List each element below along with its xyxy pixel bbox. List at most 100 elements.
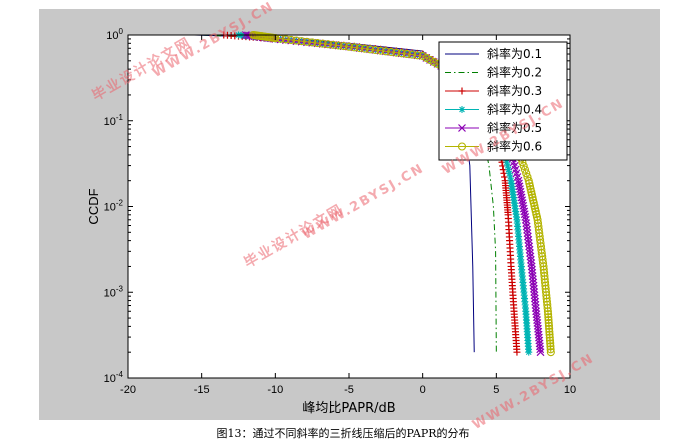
- marker: [526, 252, 535, 261]
- marker: [546, 345, 555, 354]
- marker: [522, 219, 531, 228]
- marker: [371, 45, 380, 55]
- marker: [542, 291, 551, 300]
- marker: [387, 47, 396, 57]
- marker: [527, 259, 536, 268]
- marker: [545, 327, 554, 336]
- marker: [520, 165, 530, 174]
- marker: [542, 294, 551, 303]
- marker: [546, 339, 555, 348]
- marker: [292, 36, 301, 45]
- x-tick-label: -10: [267, 384, 283, 396]
- marker: [531, 300, 540, 309]
- marker: [521, 213, 530, 221]
- legend-entry-2: 斜率为0.2: [445, 65, 542, 80]
- marker: [503, 158, 511, 166]
- y-tick-label: 10-4: [104, 370, 124, 385]
- marker: [546, 348, 555, 357]
- x-tick-label: -20: [120, 384, 136, 396]
- x-tick-label: 5: [493, 384, 499, 396]
- marker: [458, 124, 466, 132]
- legend-box: [438, 41, 568, 161]
- marker: [544, 313, 553, 322]
- marker: [523, 225, 531, 234]
- marker: [329, 40, 338, 49]
- x-tick-label: 0: [420, 384, 426, 396]
- marker: [539, 265, 548, 274]
- marker: [530, 291, 539, 300]
- marker: [522, 169, 531, 178]
- marker: [543, 300, 552, 309]
- legend-entry-3: 斜率为0.3: [445, 83, 542, 98]
- marker: [323, 40, 333, 49]
- marker: [541, 278, 550, 287]
- marker: [513, 348, 521, 356]
- marker: [457, 142, 467, 151]
- marker: [506, 173, 514, 181]
- x-tick-label: -5: [344, 384, 354, 396]
- marker: [540, 275, 549, 284]
- marker: [544, 310, 553, 319]
- marker: [523, 229, 532, 238]
- marker: [531, 297, 540, 306]
- marker: [536, 345, 545, 354]
- marker: [529, 284, 538, 293]
- marker: [540, 271, 549, 281]
- x-axis-label: 峰均比PAPR/dB: [302, 401, 395, 416]
- marker: [544, 321, 554, 330]
- y-tick-label: 10-2: [104, 199, 124, 214]
- marker: [318, 39, 327, 48]
- marker: [542, 297, 552, 306]
- marker: [408, 50, 417, 59]
- y-tick-label: 10-1: [104, 113, 124, 128]
- marker: [344, 42, 354, 51]
- marker: [546, 342, 555, 351]
- marker: [541, 288, 551, 297]
- marker: [545, 330, 554, 339]
- marker: [536, 348, 545, 357]
- marker: [504, 162, 512, 170]
- marker: [526, 249, 534, 258]
- marker: [376, 46, 385, 55]
- marker: [540, 268, 549, 277]
- marker: [523, 232, 532, 241]
- marker: [545, 324, 554, 333]
- marker: [281, 35, 290, 44]
- marker: [544, 318, 553, 328]
- y-tick-label: 100: [106, 27, 123, 42]
- marker: [381, 47, 390, 56]
- marker: [524, 235, 533, 244]
- marker: [365, 45, 375, 54]
- marker: [458, 87, 466, 95]
- x-tick-label: -15: [194, 384, 210, 396]
- marker: [287, 35, 296, 45]
- legend-label: 斜率为0.4: [487, 102, 542, 117]
- marker: [297, 37, 306, 46]
- x-tick-label: 10: [564, 384, 576, 396]
- marker: [525, 348, 533, 356]
- marker: [334, 41, 343, 50]
- marker: [530, 294, 539, 303]
- marker: [402, 49, 411, 59]
- marker: [543, 307, 552, 316]
- marker: [302, 37, 311, 46]
- legend-entry-4: 斜率为0.4: [445, 102, 542, 117]
- marker: [528, 265, 536, 274]
- marker: [308, 38, 317, 47]
- marker: [521, 215, 530, 224]
- y-tick-label: 10-3: [104, 284, 124, 299]
- marker: [529, 275, 537, 284]
- legend-label: 斜率为0.5: [487, 120, 542, 135]
- marker: [541, 281, 550, 290]
- marker: [350, 43, 359, 52]
- figure-caption: 图13：通过不同斜率的三折线压缩后的PAPR的分布: [216, 427, 470, 440]
- marker: [505, 166, 513, 174]
- marker: [525, 245, 534, 254]
- marker: [525, 242, 534, 251]
- marker: [528, 272, 537, 280]
- marker: [543, 304, 552, 313]
- marker: [529, 281, 538, 290]
- marker: [397, 49, 406, 58]
- marker: [529, 278, 538, 287]
